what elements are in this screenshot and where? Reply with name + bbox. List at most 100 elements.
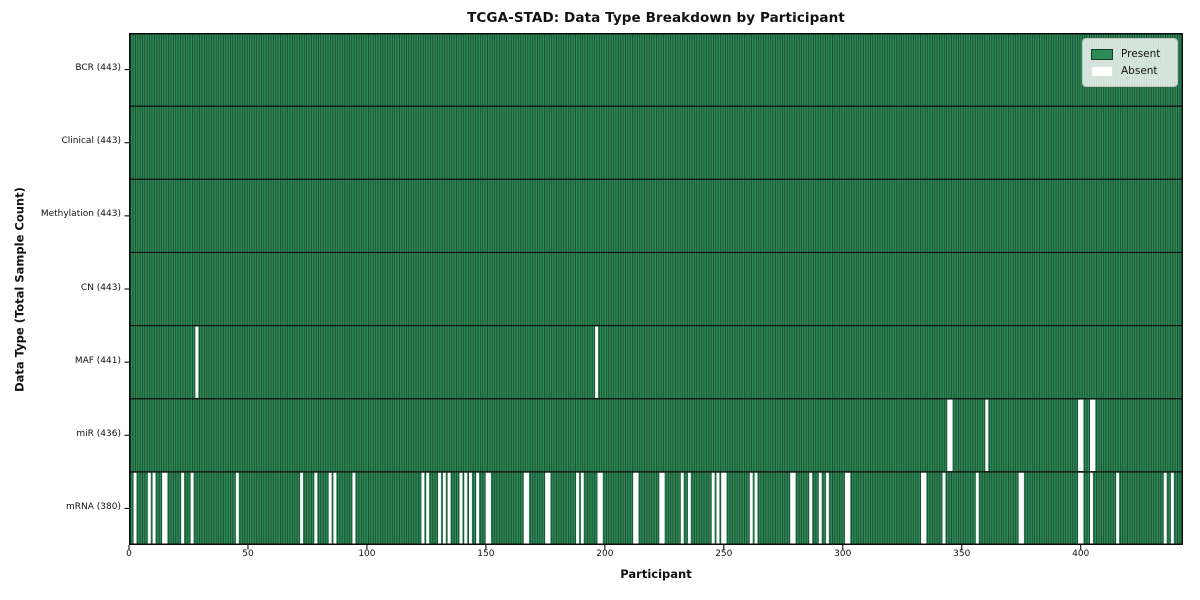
absent-mark-MAF (595, 326, 599, 398)
absent-mark-mRNA (942, 472, 946, 545)
x-tick-label: 300 (834, 549, 852, 559)
absent-mark-mRNA (633, 472, 637, 545)
absent-mark-mRNA (921, 472, 924, 545)
row-mRNA (129, 471, 1183, 545)
absent-mark-mRNA (687, 472, 691, 545)
legend-label-present: Present (1121, 48, 1161, 60)
absent-mark-mRNA (526, 472, 530, 545)
absent-mark-mRNA (314, 472, 318, 545)
y-tick-label-Clinical: Clinical (443) (61, 136, 121, 147)
y-tick-label-miR: miR (436) (76, 428, 121, 439)
absent-mark-mRNA (809, 472, 813, 545)
absent-mark-mRNA (711, 472, 715, 545)
row-miR (129, 398, 1183, 472)
absent-mark-mRNA (547, 472, 551, 545)
absent-mark-mRNA (723, 472, 727, 545)
absent-mark-mRNA (421, 472, 425, 545)
absent-mark-mRNA (1170, 472, 1174, 545)
y-tick-label-BCR: BCR (443) (75, 63, 121, 74)
absent-mark-mRNA (442, 472, 446, 545)
absent-mark-mRNA (523, 472, 527, 545)
row-MAF (129, 325, 1183, 399)
legend-label-absent: Absent (1121, 65, 1158, 77)
legend-item-absent: Absent (1091, 63, 1168, 79)
row-BCR (129, 33, 1183, 107)
absent-mark-miR (1092, 399, 1096, 471)
absent-mark-mRNA (1018, 472, 1022, 545)
absent-mark-miR (985, 399, 989, 471)
absent-mark-mRNA (333, 472, 337, 545)
absent-mark-mRNA (488, 472, 491, 545)
absent-mark-mRNA (190, 472, 194, 545)
row-CN (129, 252, 1183, 326)
x-tick-label: 250 (715, 549, 733, 559)
absent-swatch (1091, 65, 1113, 77)
absent-mark-mRNA (721, 472, 725, 545)
absent-mark-mRNA (438, 472, 441, 545)
y-tick-label-Methylation: Methylation (443) (40, 209, 121, 220)
absent-mark-mRNA (181, 472, 185, 545)
absent-mark-mRNA (818, 472, 822, 545)
absent-mark-mRNA (235, 472, 239, 545)
absent-mark-mRNA (580, 472, 584, 545)
absent-mark-mRNA (352, 472, 356, 545)
absent-mark-mRNA (680, 472, 684, 545)
absent-mark-mRNA (1163, 472, 1167, 545)
absent-mark-mRNA (133, 472, 137, 545)
x-tick-label: 150 (477, 549, 495, 559)
absent-mark-mRNA (975, 472, 979, 545)
x-tick-label: 350 (953, 549, 971, 559)
absent-mark-mRNA (476, 472, 480, 545)
y-tick-label-mRNA: mRNA (380) (66, 501, 121, 512)
x-tick-label: 400 (1072, 549, 1090, 559)
present-swatch (1091, 48, 1113, 60)
absent-mark-mRNA (328, 472, 332, 545)
absent-mark-mRNA (469, 472, 472, 545)
absent-mark-mRNA (749, 472, 753, 545)
absent-mark-mRNA (754, 472, 758, 545)
y-tick-label-MAF: MAF (441) (74, 355, 121, 366)
absent-mark-mRNA (164, 472, 168, 545)
absent-mark-mRNA (716, 472, 720, 545)
absent-mark-miR (947, 399, 951, 471)
absent-mark-mRNA (147, 472, 151, 545)
absent-mark-mRNA (464, 472, 468, 545)
legend: Present Absent (1082, 38, 1178, 87)
absent-mark-mRNA (659, 472, 663, 545)
absent-mark-mRNA (485, 472, 489, 545)
absent-mark-mRNA (597, 472, 601, 545)
absent-mark-mRNA (792, 472, 796, 545)
row-Clinical (129, 106, 1183, 180)
x-axis-label: Participant (620, 567, 692, 581)
x-tick-label: 100 (358, 549, 376, 559)
x-tick-label: 200 (596, 549, 614, 559)
absent-mark-MAF (195, 326, 199, 398)
absent-mark-mRNA (847, 472, 851, 545)
absent-mark-mRNA (152, 472, 156, 545)
chart-title: TCGA-STAD: Data Type Breakdown by Partic… (467, 10, 845, 26)
x-tick-label: 0 (126, 549, 132, 559)
axes-frame (129, 33, 1183, 545)
absent-mark-mRNA (545, 472, 549, 545)
absent-mark-mRNA (923, 472, 927, 545)
absent-mark-miR (1090, 399, 1093, 471)
absent-mark-miR (949, 399, 953, 471)
absent-mark-mRNA (1116, 472, 1120, 545)
absent-mark-mRNA (576, 472, 579, 545)
absent-mark-mRNA (300, 472, 303, 545)
absent-mark-mRNA (1021, 472, 1024, 545)
absent-mark-miR (1080, 399, 1084, 471)
absent-mark-mRNA (844, 472, 848, 545)
absent-mark-mRNA (426, 472, 430, 545)
absent-mark-mRNA (1080, 472, 1084, 545)
y-tick-label-CN: CN (443) (80, 282, 121, 293)
legend-item-present: Present (1091, 46, 1168, 62)
absent-mark-mRNA (447, 472, 451, 545)
absent-mark-mRNA (162, 472, 165, 545)
x-tick-label: 50 (242, 549, 254, 559)
absent-mark-mRNA (825, 472, 829, 545)
absent-mark-mRNA (1078, 472, 1081, 545)
absent-mark-mRNA (459, 472, 463, 545)
absent-mark-mRNA (790, 472, 794, 545)
absent-mark-mRNA (635, 472, 639, 545)
